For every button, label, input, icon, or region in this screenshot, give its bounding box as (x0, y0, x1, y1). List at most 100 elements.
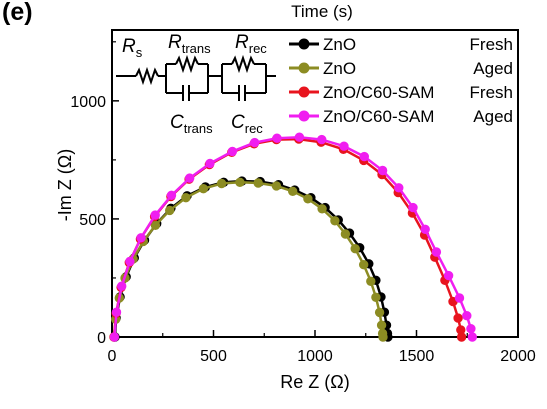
circuit-label-sub: s (136, 45, 143, 60)
circuit-label-sub: rec (249, 41, 268, 56)
data-point (443, 270, 454, 281)
data-point (109, 332, 120, 342)
data-point (227, 146, 238, 157)
data-point (136, 233, 146, 243)
data-point (317, 134, 327, 145)
equivalent-circuit (116, 54, 276, 101)
data-point (462, 311, 472, 321)
legend-label: ZnO/C60-SAM (323, 83, 434, 102)
y-axis-title: -Im Z (Ω) (55, 149, 75, 221)
data-point (235, 177, 245, 188)
y-tick-label: 1000 (70, 94, 106, 111)
resistor-rrec-icon (231, 54, 255, 74)
data-point (216, 178, 227, 189)
data-point (431, 247, 442, 257)
circuit-label-sub: trans (184, 121, 213, 136)
legend-label: ZnO (323, 59, 356, 78)
data-point (181, 193, 191, 203)
series-0 (110, 176, 393, 342)
circuit-label-main: C (170, 112, 184, 133)
data-point (303, 194, 313, 204)
x-tick-label: 2000 (500, 348, 536, 365)
data-point (408, 202, 418, 213)
data-point (250, 137, 260, 148)
data-point (376, 320, 387, 330)
series-3 (109, 132, 477, 342)
circuit-label-main: R (168, 32, 182, 53)
legend-state: Fresh (470, 35, 513, 54)
circuit-label-main: C (231, 112, 245, 133)
data-point (377, 165, 388, 176)
data-point (453, 313, 463, 323)
data-point (117, 281, 127, 291)
data-point (317, 204, 327, 214)
svg-text:Rrec: Rrec (235, 32, 267, 56)
legend-state: Aged (473, 59, 513, 78)
legend-swatch-marker (298, 38, 310, 50)
data-point (366, 276, 376, 286)
top-axis-label: Time (s) (291, 2, 353, 21)
legend-swatch-marker (298, 110, 310, 122)
legend-state: Aged (473, 107, 513, 126)
data-point (456, 332, 467, 342)
circuit-label-main: R (235, 32, 249, 53)
data-point (374, 307, 385, 318)
data-point (394, 183, 404, 193)
legend-label: ZnO/C60-SAM (323, 107, 434, 126)
data-point (467, 332, 477, 342)
data-point (466, 324, 476, 334)
x-tick-label: 1500 (399, 348, 435, 365)
x-tick-label: 1000 (297, 348, 333, 365)
data-point (420, 224, 430, 235)
svg-text:Ctrans: Ctrans (170, 112, 213, 136)
data-point (166, 190, 177, 201)
data-point (371, 292, 381, 302)
data-point (125, 256, 135, 267)
circuit-label-sub: rec (245, 121, 264, 136)
series-2 (109, 134, 467, 342)
data-point (150, 220, 161, 231)
legend-state: Fresh (470, 83, 513, 102)
data-series (109, 132, 477, 342)
data-point (271, 181, 282, 191)
circuit-labels: Rs Rtrans Rrec Ctrans Crec (122, 32, 267, 136)
circuit-label-main: R (122, 36, 136, 57)
data-point (294, 132, 305, 142)
data-point (339, 141, 349, 151)
svg-text:Rs: Rs (122, 36, 143, 60)
circuit-label-sub: trans (182, 41, 211, 56)
data-point (205, 158, 215, 169)
series-1 (109, 177, 388, 342)
axis-ticks: 0 500 1000 1500 2000 0 500 1000 (70, 41, 536, 365)
data-point (288, 186, 298, 197)
resistor-rtrans-icon (175, 54, 199, 74)
data-point (340, 229, 351, 239)
data-point (185, 173, 195, 183)
legend-swatch-marker (298, 86, 310, 98)
data-point (198, 184, 209, 194)
y-tick-label: 500 (79, 212, 106, 229)
data-point (350, 244, 360, 254)
data-point (111, 307, 122, 317)
data-point (165, 205, 175, 216)
legend: ZnO Fresh ZnO Aged ZnO/C60-SAM Fresh ZnO/C60-S… (289, 35, 513, 126)
data-point (272, 133, 282, 143)
series-line (113, 179, 390, 338)
data-point (454, 293, 465, 303)
data-point (359, 260, 369, 270)
x-tick-label: 500 (200, 348, 227, 365)
data-point (330, 216, 340, 226)
svg-text:Rtrans: Rtrans (168, 32, 211, 56)
svg-text:Crec: Crec (231, 112, 263, 136)
data-point (253, 178, 263, 188)
series-line (113, 135, 474, 338)
x-axis-title: Re Z (Ω) (280, 372, 349, 392)
series-line (112, 137, 463, 338)
series-line (112, 181, 385, 338)
data-point (359, 151, 369, 162)
legend-swatch-marker (298, 62, 310, 74)
resistor-rs-icon (135, 66, 159, 86)
legend-label: ZnO (323, 35, 356, 54)
y-tick-label: 0 (97, 330, 106, 347)
